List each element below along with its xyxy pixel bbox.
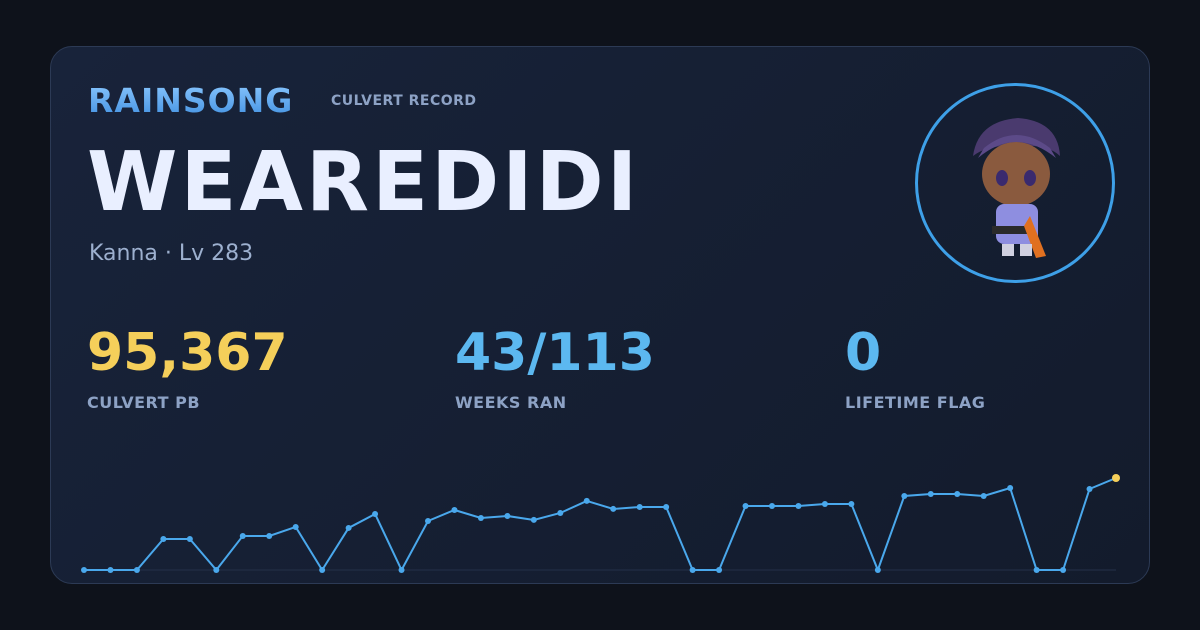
point: [160, 536, 167, 543]
stat: 0 LIFETIME FLAG: [845, 327, 985, 412]
point: [319, 567, 326, 573]
stat: 43/113 WEEKS RAN: [455, 327, 655, 412]
avatar-art: [973, 118, 1060, 258]
point: [1060, 567, 1067, 573]
stat-label: WEEKS RAN: [455, 393, 567, 412]
point: [848, 501, 855, 508]
point: [821, 501, 828, 508]
point: [186, 536, 193, 543]
point: [1086, 485, 1093, 492]
point: [980, 493, 987, 500]
point: [133, 567, 140, 573]
point: [927, 490, 934, 497]
point: [425, 517, 431, 524]
point: [398, 567, 405, 573]
point: [954, 490, 961, 497]
point: [81, 567, 87, 573]
avatar: [915, 83, 1115, 283]
stat-label: LIFETIME FLAG: [845, 393, 986, 412]
point: [504, 512, 511, 519]
point: [477, 515, 484, 522]
stat: 95,367 CULVERT PB: [87, 327, 288, 412]
point: [1033, 567, 1040, 573]
point: [663, 504, 670, 511]
point: [372, 510, 379, 517]
point: [292, 523, 299, 530]
point: [1007, 485, 1014, 492]
stat-value: 0: [845, 323, 882, 383]
point: [795, 502, 802, 509]
point: [530, 516, 537, 523]
point: [239, 532, 246, 539]
point: [345, 524, 352, 531]
point: [901, 493, 908, 500]
point: [557, 509, 564, 516]
point: [583, 497, 590, 504]
character-meta: Kanna · Lv 283: [89, 241, 254, 266]
point: [266, 532, 273, 539]
point: [213, 567, 220, 573]
point: [769, 502, 775, 509]
point: [636, 504, 643, 511]
line: [84, 477, 1117, 573]
point: [1112, 474, 1120, 482]
point: [107, 567, 114, 573]
point: [742, 502, 749, 509]
subtitle: CULVERT RECORD: [331, 93, 477, 109]
point: [610, 505, 617, 512]
point: [689, 567, 696, 573]
point: [451, 506, 458, 513]
point: [874, 567, 881, 573]
stat-label: CULVERT PB: [87, 393, 201, 412]
stat-value: 95,367: [87, 323, 288, 383]
brand: RAINSONG: [88, 81, 294, 120]
stat-value: 43/113: [455, 323, 655, 383]
card: RAINSONG CULVERT RECORD WEAREDIDI Kanna …: [50, 46, 1150, 584]
point: [716, 567, 723, 573]
character-name: WEAREDIDI: [87, 135, 641, 230]
